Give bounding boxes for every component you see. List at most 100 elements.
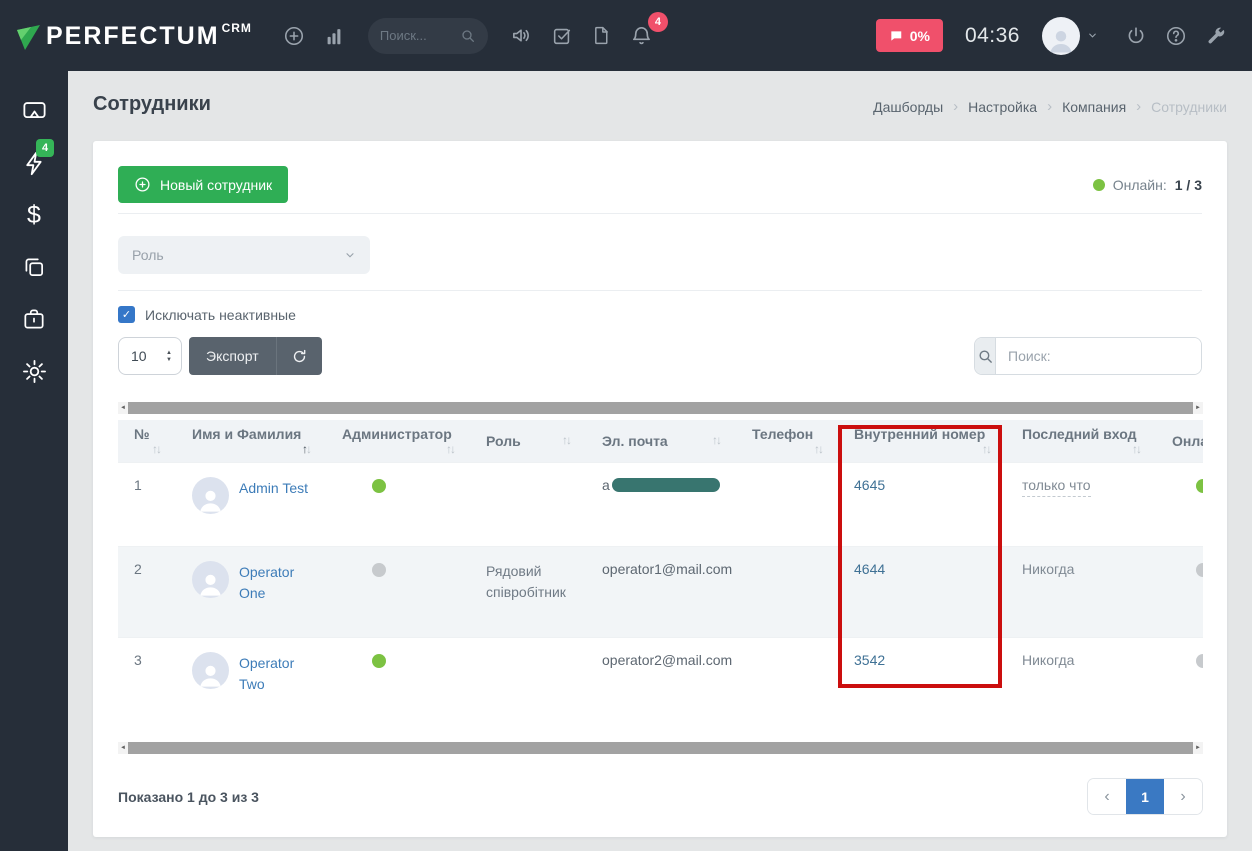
extension-link[interactable]: 3542 (854, 651, 886, 668)
settings-tools-button[interactable] (1196, 16, 1236, 56)
documents-button[interactable] (582, 16, 622, 56)
divider (118, 213, 1202, 214)
admin-status-cell (326, 545, 470, 637)
calls-button[interactable] (502, 16, 542, 56)
question-circle-icon (1165, 25, 1187, 47)
reports-button[interactable] (314, 16, 354, 56)
brand-name: PERFECTUM (46, 21, 220, 50)
extension-link[interactable]: 4645 (854, 476, 886, 493)
check-square-icon (551, 25, 573, 47)
bell-icon (630, 24, 653, 47)
user-menu[interactable] (1042, 16, 1098, 55)
quick-add-button[interactable] (274, 16, 314, 56)
phone-cell (736, 461, 838, 546)
column-header-num[interactable]: № ↑↓ (118, 420, 176, 462)
scroll-left-icon[interactable]: ◄ (118, 742, 128, 754)
chat-bubble-icon (889, 29, 903, 43)
refresh-icon (291, 348, 308, 365)
table-row: 2 Operator One Рядовий співроб (118, 545, 1203, 637)
gear-icon (21, 358, 48, 385)
column-header-role[interactable]: Роль ↑↓ (470, 420, 586, 462)
scrollbar-thumb[interactable] (128, 402, 1193, 414)
avatar (192, 476, 229, 514)
online-cell (1156, 461, 1203, 546)
logout-button[interactable] (1116, 16, 1156, 56)
column-header-extension[interactable]: Внутренний номер ↑↓ (838, 420, 1006, 462)
scroll-left-icon[interactable]: ◄ (118, 402, 128, 414)
role-cell: Рядовий співробітник (470, 545, 586, 637)
notifications-button[interactable]: 4 (622, 11, 668, 56)
brand-logo-icon (16, 23, 42, 51)
sidebar-item-finance[interactable]: $ (0, 189, 68, 241)
email-cell: operator1@mail.com (586, 545, 736, 637)
table-search-input[interactable] (996, 338, 1201, 374)
sla-indicator[interactable]: 0% (875, 19, 943, 52)
breadcrumb-current: Сотрудники (1151, 98, 1227, 115)
chevron-down-icon (1087, 30, 1098, 41)
page-size-stepper[interactable]: 10 ▲ ▼ (118, 337, 182, 375)
extension-cell: 4644 (838, 545, 1006, 637)
sidebar-item-projects[interactable] (0, 241, 68, 293)
online-status-dot (1092, 178, 1105, 191)
column-header-name[interactable]: Имя и Фамилия ↑↓ (176, 420, 326, 462)
employee-name-link[interactable]: Operator Two (239, 654, 295, 692)
extension-cell: 3542 (838, 636, 1006, 730)
sidebar-item-dashboard[interactable] (0, 85, 68, 137)
plus-circle-icon (134, 176, 151, 193)
online-status-label: Онлайн: (1112, 176, 1167, 193)
power-icon (1125, 25, 1147, 47)
role-filter-select[interactable]: Роль (118, 236, 370, 274)
pagination: ‹ 1 › (1088, 779, 1202, 814)
help-button[interactable] (1156, 16, 1196, 56)
last-login-cell: Никогда (1006, 636, 1156, 730)
online-status-value: 1 / 3 (1174, 176, 1202, 193)
employees-card: Новый сотрудник Онлайн: 1 / 3 Роль ✓ Иск… (93, 141, 1227, 837)
sidebar-item-activity[interactable]: 4 (0, 137, 68, 189)
breadcrumb-separator: › (1136, 98, 1142, 115)
breadcrumb-settings[interactable]: Настройка (968, 98, 1038, 115)
tasks-button[interactable] (542, 16, 582, 56)
stepper-arrows-icon[interactable]: ▲ ▼ (166, 349, 172, 363)
horizontal-scrollbar-top[interactable]: ◄ ► (118, 402, 1203, 414)
scroll-right-icon[interactable]: ► (1193, 402, 1203, 414)
extension-link[interactable]: 4644 (854, 560, 886, 577)
column-header-last-login[interactable]: Последний вход ↑↓ (1006, 420, 1156, 462)
sidebar-item-settings[interactable] (0, 345, 68, 397)
lightning-icon (21, 150, 48, 177)
results-summary: Показано 1 до 3 из 3 (118, 788, 259, 805)
global-search-input[interactable] (379, 28, 460, 43)
column-header-email[interactable]: Эл. почта ↑↓ (586, 420, 736, 462)
checkbox-checked-icon[interactable]: ✓ (118, 306, 135, 323)
prev-page-button[interactable]: ‹ (1088, 779, 1126, 814)
page-1-button[interactable]: 1 (1126, 779, 1164, 814)
page-size-value: 10 (131, 348, 147, 364)
row-number: 2 (118, 545, 176, 637)
refresh-button[interactable] (275, 337, 322, 375)
sidebar-item-hr[interactable] (0, 293, 68, 345)
row-number: 1 (118, 461, 176, 546)
scrollbar-thumb[interactable] (128, 742, 1193, 754)
new-employee-button[interactable]: Новый сотрудник (118, 166, 289, 203)
next-page-button[interactable]: › (1164, 779, 1202, 814)
horizontal-scrollbar-bottom[interactable]: ◄ ► (118, 742, 1203, 754)
role-cell (470, 636, 586, 730)
scroll-right-icon[interactable]: ► (1193, 742, 1203, 754)
speaker-icon (510, 24, 533, 47)
breadcrumb-dashboards[interactable]: Дашборды (873, 98, 944, 115)
employee-name-link[interactable]: Operator One (239, 563, 295, 601)
breadcrumb-company[interactable]: Компания (1062, 98, 1127, 115)
column-header-online[interactable]: Онлайн (1156, 420, 1203, 462)
column-header-admin[interactable]: Администратор ↑↓ (326, 420, 470, 462)
column-header-phone[interactable]: Телефон ↑↓ (736, 420, 838, 462)
exclude-inactive-toggle[interactable]: ✓ Исключать неактивные (118, 306, 296, 323)
employee-name-link[interactable]: Admin Test (239, 479, 308, 496)
brand-logo[interactable]: PERFECTUM CRM (16, 19, 252, 53)
copy-icon (21, 254, 47, 280)
export-button[interactable]: Экспорт (189, 337, 276, 375)
topbar: PERFECTUM CRM (0, 0, 1252, 71)
notifications-badge: 4 (647, 11, 668, 32)
table-row: 1 Admin Test a (118, 461, 1203, 546)
table-row: 3 Operator Two (118, 636, 1203, 730)
table-footer: Показано 1 до 3 из 3 ‹ 1 › (118, 779, 1202, 814)
online-dot (1196, 562, 1203, 577)
